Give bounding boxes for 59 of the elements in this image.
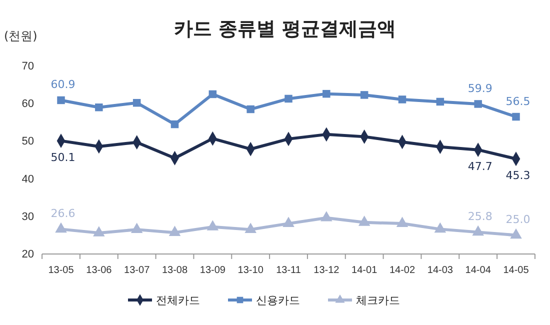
y-tick-label: 40 [22, 173, 34, 186]
y-tick-label: 30 [22, 210, 34, 223]
point [57, 96, 65, 104]
x-tick-label: 13-09 [200, 265, 226, 276]
x-tick-label: 14-03 [427, 265, 454, 276]
point [284, 94, 292, 103]
point [244, 222, 256, 233]
point [510, 228, 522, 239]
legend-label: 신용카드 [256, 294, 300, 307]
point [474, 100, 482, 108]
chart-title: 카드 종류별 평균결제금액 [174, 18, 396, 40]
legend-label: 전체카드 [156, 294, 200, 307]
x-tick-label: 14-01 [352, 265, 378, 276]
y-tick-label: 60 [22, 98, 34, 110]
x-tick-label: 13-12 [314, 265, 340, 276]
point [95, 103, 103, 112]
point [168, 226, 181, 236]
data-label: 56.5 [506, 94, 530, 108]
point [246, 105, 254, 114]
x-tick-label: 13-05 [48, 265, 74, 276]
point [206, 220, 219, 230]
point [55, 222, 67, 233]
x-tick-label: 13-10 [238, 265, 264, 276]
point [358, 216, 370, 226]
data-label: 47.7 [468, 160, 492, 173]
y-axis-title: (천원) [4, 29, 38, 43]
point [322, 90, 330, 98]
point [282, 216, 294, 227]
x-tick-label: 13-06 [86, 265, 112, 276]
data-label: 45.3 [506, 168, 530, 182]
point [320, 211, 332, 222]
point [208, 90, 217, 98]
x-tick-label: 14-05 [503, 265, 530, 276]
data-label: 60.9 [50, 78, 76, 92]
point [170, 120, 179, 128]
point [132, 98, 141, 107]
point [396, 216, 408, 227]
point [130, 222, 143, 233]
data-label: 26.6 [50, 207, 76, 220]
y-tick-label: 70 [22, 60, 34, 73]
y-tick-label: 20 [22, 248, 34, 261]
data-label: 25.0 [506, 213, 530, 226]
point [360, 91, 368, 99]
y-tick-label: 50 [22, 136, 34, 148]
legend-label: 체크카드 [356, 294, 400, 307]
point [93, 226, 105, 236]
point [512, 112, 520, 121]
x-tick-label: 13-11 [276, 265, 302, 276]
data-label: 50.1 [50, 150, 76, 164]
point [398, 96, 406, 104]
data-label: 25.8 [468, 210, 492, 224]
x-tick-label: 14-04 [465, 265, 492, 276]
x-tick-label: 14-02 [389, 265, 416, 276]
point [434, 222, 446, 233]
x-tick-label: 13-07 [124, 265, 150, 276]
x-tick-label: 13-08 [162, 265, 188, 276]
point [472, 225, 484, 236]
data-label: 59.9 [468, 82, 492, 95]
point [436, 98, 444, 106]
